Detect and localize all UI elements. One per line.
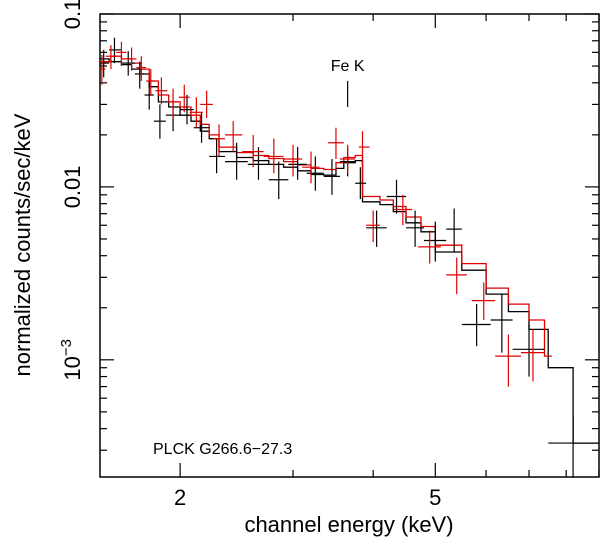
data-point-series-1	[247, 147, 269, 180]
fe-k-label: Fe K	[331, 58, 365, 75]
data-point-series-1	[366, 210, 387, 247]
data-point-series-2	[339, 144, 356, 174]
x-axis-label: channel energy (keV)	[244, 512, 453, 537]
data-point-series-2	[283, 144, 303, 177]
data-point-series-1	[121, 51, 135, 76]
data-point-series-1	[180, 95, 194, 125]
data-point-series-2	[189, 97, 203, 128]
data-point-series-2	[100, 54, 106, 85]
data-point-series-2	[393, 194, 413, 226]
data-point-series-2	[327, 127, 344, 160]
data-point-series-2	[471, 282, 496, 320]
data-point-series-2	[366, 210, 381, 243]
model-line-series-1	[100, 58, 599, 444]
data-point-series-1	[446, 208, 462, 253]
data-point-series-2	[358, 131, 370, 162]
data-point-series-2	[155, 77, 168, 105]
data-point-series-1	[288, 147, 307, 180]
data-point-series-1	[209, 138, 226, 174]
data-point-series-2	[495, 334, 521, 387]
data-point-series-1	[355, 167, 367, 200]
data-point-series-1	[144, 80, 154, 110]
data-point-series-1	[323, 159, 340, 195]
data-point-series-2	[136, 56, 147, 81]
data-point-series-2	[212, 124, 226, 157]
data-point-series-2	[167, 88, 179, 119]
data-point-series-1	[548, 414, 599, 477]
data-point-series-1	[134, 61, 145, 89]
data-point-series-2	[446, 257, 467, 295]
y-tick-exponent: −3	[58, 339, 75, 356]
data-point-series-1	[423, 221, 447, 262]
source-label: PLCK G266.6−27.3	[153, 441, 292, 458]
y-axis-label: normalized counts/sec/keV	[10, 113, 35, 376]
data-point-series-2	[242, 134, 264, 168]
data-point-series-1	[306, 156, 324, 191]
data-point-series-2	[105, 45, 117, 70]
data-point-series-2	[126, 47, 137, 71]
data-point-series-1	[512, 324, 545, 377]
annotations: Fe K	[331, 58, 365, 107]
x-tick-label: 2	[174, 485, 186, 510]
data-points	[100, 37, 599, 477]
data-point-series-2	[200, 90, 213, 119]
data-point-series-2	[418, 230, 441, 264]
data-point-series-1	[405, 210, 424, 247]
data-point-series-2	[146, 69, 156, 96]
tick-labels: 2 5 0.1 0.01 10−3	[58, 0, 441, 510]
data-point-series-1	[461, 304, 491, 347]
y-tick-label: 10−3	[58, 339, 85, 381]
x-tick-label: 5	[429, 485, 441, 510]
model-lines	[100, 55, 599, 444]
data-point-series-2	[520, 329, 545, 382]
y-tick-label: 0.01	[60, 165, 85, 208]
y-tick-label: 0.1	[60, 0, 85, 29]
data-point-series-2	[263, 138, 284, 174]
data-point-series-1	[153, 104, 166, 139]
data-point-series-2	[225, 121, 243, 152]
data-point-series-2	[302, 151, 320, 184]
data-point-series-1	[268, 161, 289, 200]
data-point-series-2	[178, 84, 190, 113]
data-point-series-1	[490, 294, 513, 353]
data-point-series-2	[116, 41, 127, 67]
plot-frame	[99, 13, 600, 478]
data-point-series-1	[225, 142, 248, 180]
axis-ticks	[100, 13, 600, 477]
